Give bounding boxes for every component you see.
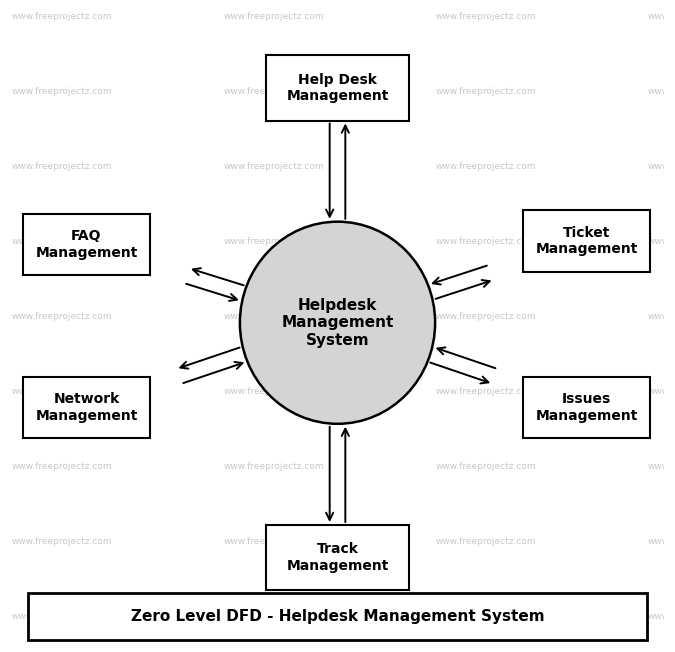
Text: www.freeprojectz.com: www.freeprojectz.com: [223, 537, 324, 546]
Text: www.freeprojectz.com: www.freeprojectz.com: [435, 612, 536, 621]
Text: www.freeprojectz.com: www.freeprojectz.com: [11, 462, 112, 471]
Text: Ticket
Management: Ticket Management: [535, 226, 638, 256]
Text: Helpdesk
Management
System: Helpdesk Management System: [281, 298, 394, 348]
Text: www.freeprojectz.com: www.freeprojectz.com: [647, 162, 675, 171]
Text: www.freeprojectz.com: www.freeprojectz.com: [11, 12, 112, 21]
Text: www.freeprojectz.com: www.freeprojectz.com: [435, 87, 536, 96]
Text: www.freeprojectz.com: www.freeprojectz.com: [435, 537, 536, 546]
FancyBboxPatch shape: [266, 525, 409, 590]
Text: Track
Management: Track Management: [286, 542, 389, 572]
Text: Help Desk
Management: Help Desk Management: [286, 73, 389, 103]
Text: Network
Management: Network Management: [35, 393, 138, 422]
Text: www.freeprojectz.com: www.freeprojectz.com: [223, 462, 324, 471]
Text: www.freeprojectz.com: www.freeprojectz.com: [435, 237, 536, 246]
FancyBboxPatch shape: [523, 377, 650, 438]
Text: www.freeprojectz.com: www.freeprojectz.com: [223, 312, 324, 321]
FancyBboxPatch shape: [28, 593, 647, 640]
Text: www.freeprojectz.com: www.freeprojectz.com: [223, 12, 324, 21]
Text: www.freeprojectz.com: www.freeprojectz.com: [435, 462, 536, 471]
Text: www.freeprojectz.com: www.freeprojectz.com: [647, 537, 675, 546]
Text: www.freeprojectz.com: www.freeprojectz.com: [11, 162, 112, 171]
FancyBboxPatch shape: [23, 377, 150, 438]
Text: www.freeprojectz.com: www.freeprojectz.com: [435, 162, 536, 171]
Text: www.freeprojectz.com: www.freeprojectz.com: [223, 87, 324, 96]
Text: www.freeprojectz.com: www.freeprojectz.com: [11, 312, 112, 321]
FancyBboxPatch shape: [266, 55, 409, 121]
Text: FAQ
Management: FAQ Management: [35, 230, 138, 259]
FancyBboxPatch shape: [523, 210, 650, 273]
Text: www.freeprojectz.com: www.freeprojectz.com: [11, 387, 112, 396]
Text: www.freeprojectz.com: www.freeprojectz.com: [647, 312, 675, 321]
Ellipse shape: [240, 222, 435, 424]
FancyBboxPatch shape: [23, 214, 150, 275]
Text: www.freeprojectz.com: www.freeprojectz.com: [11, 537, 112, 546]
Text: Zero Level DFD - Helpdesk Management System: Zero Level DFD - Helpdesk Management Sys…: [131, 609, 544, 625]
Text: www.freeprojectz.com: www.freeprojectz.com: [223, 612, 324, 621]
Text: www.freeprojectz.com: www.freeprojectz.com: [223, 237, 324, 246]
Text: www.freeprojectz.com: www.freeprojectz.com: [435, 12, 536, 21]
Text: www.freeprojectz.com: www.freeprojectz.com: [11, 87, 112, 96]
Text: www.freeprojectz.com: www.freeprojectz.com: [647, 387, 675, 396]
Text: Issues
Management: Issues Management: [535, 393, 638, 422]
Text: www.freeprojectz.com: www.freeprojectz.com: [223, 162, 324, 171]
Text: www.freeprojectz.com: www.freeprojectz.com: [435, 387, 536, 396]
Text: www.freeprojectz.com: www.freeprojectz.com: [11, 612, 112, 621]
Text: www.freeprojectz.com: www.freeprojectz.com: [647, 462, 675, 471]
Text: www.freeprojectz.com: www.freeprojectz.com: [11, 237, 112, 246]
Text: www.freeprojectz.com: www.freeprojectz.com: [435, 312, 536, 321]
Text: www.freeprojectz.com: www.freeprojectz.com: [647, 612, 675, 621]
Text: www.freeprojectz.com: www.freeprojectz.com: [647, 87, 675, 96]
Text: www.freeprojectz.com: www.freeprojectz.com: [647, 237, 675, 246]
Text: www.freeprojectz.com: www.freeprojectz.com: [223, 387, 324, 396]
Text: www.freeprojectz.com: www.freeprojectz.com: [647, 12, 675, 21]
